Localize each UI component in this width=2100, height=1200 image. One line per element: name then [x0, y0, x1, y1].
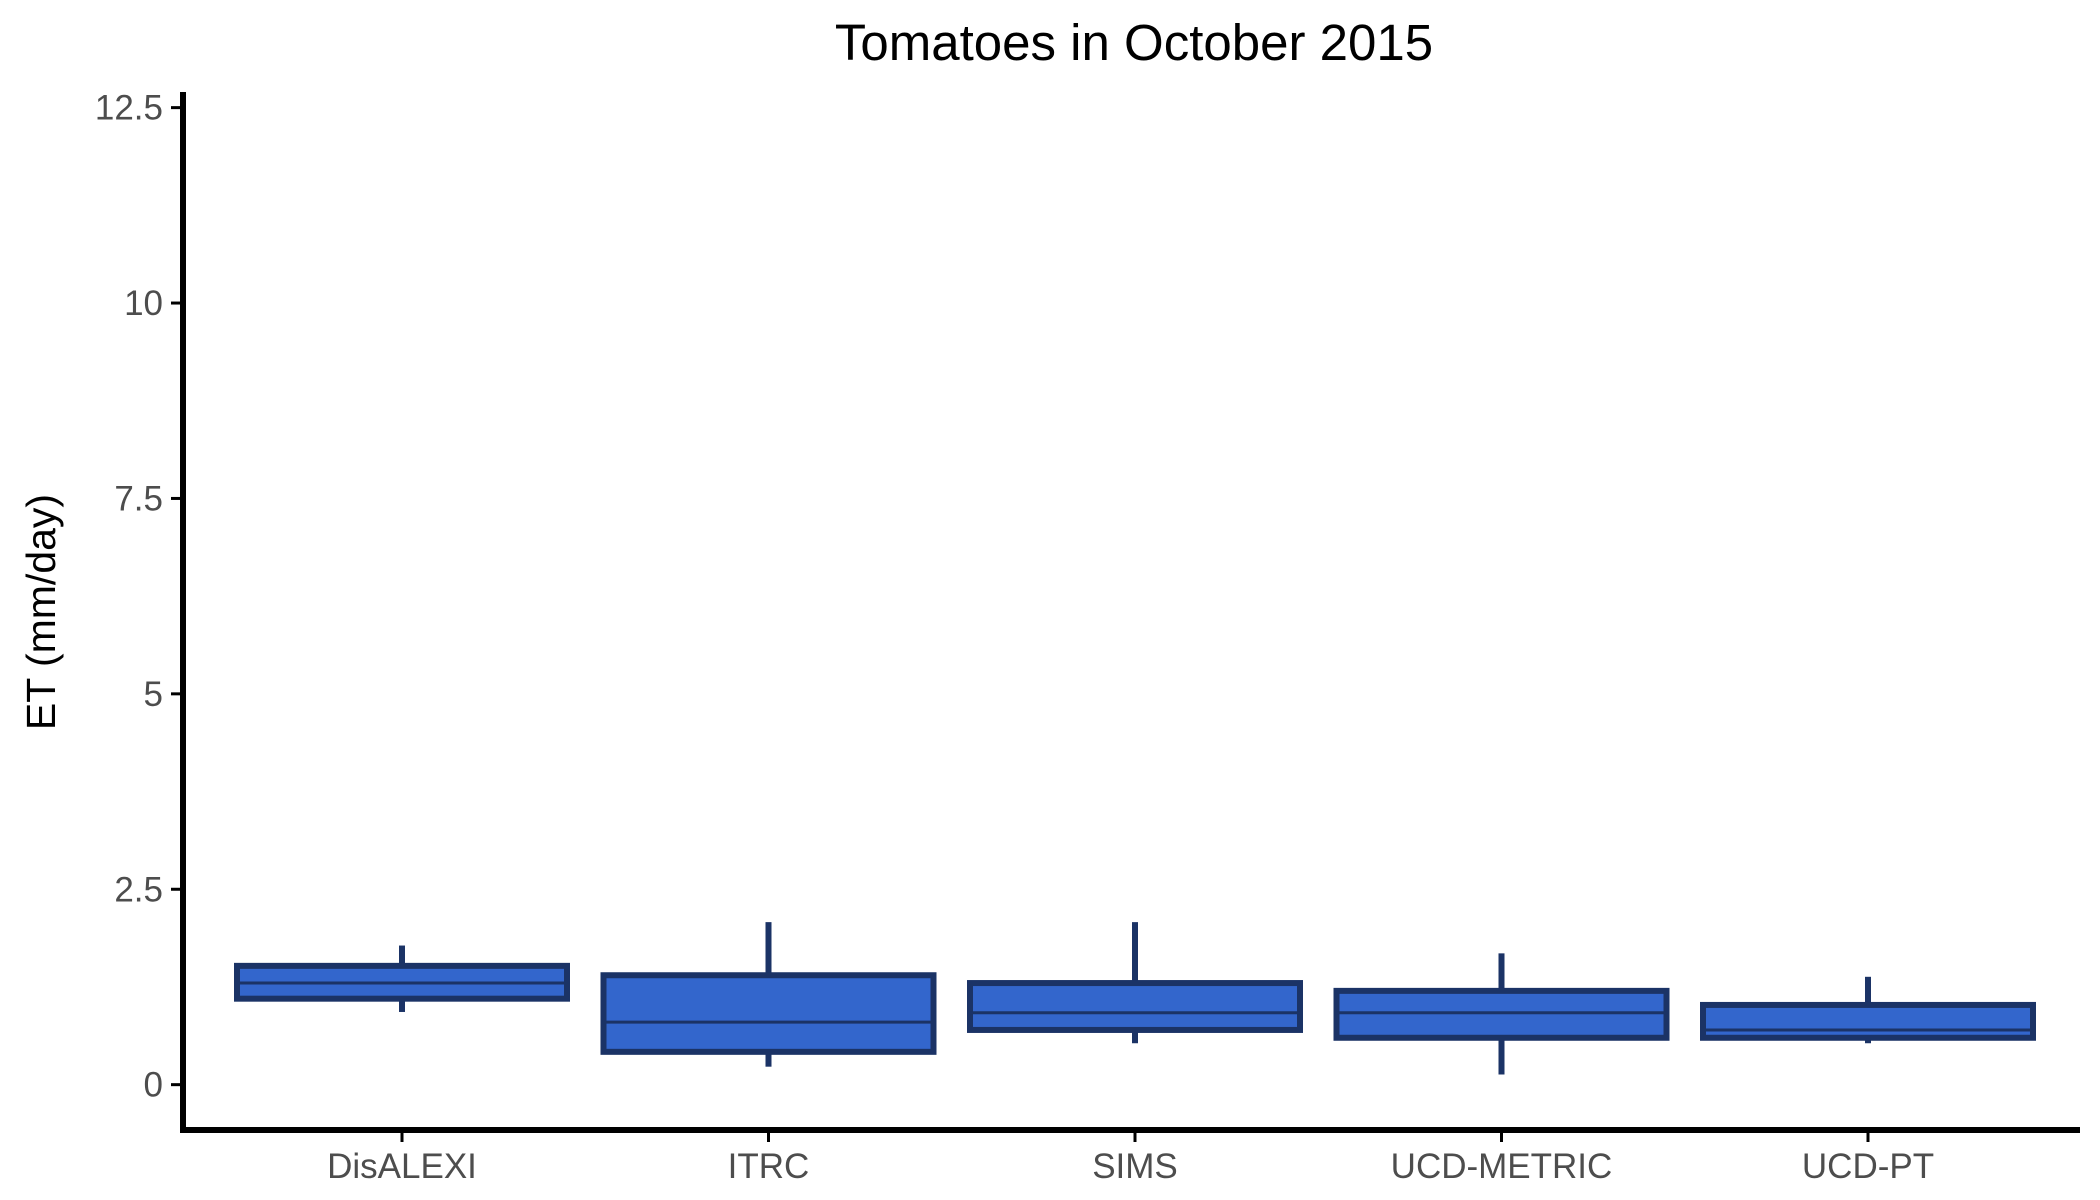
y-tick-label: 7.5 [114, 479, 163, 518]
box-itrc [600, 922, 937, 1067]
y-tick-label: 2.5 [114, 870, 163, 909]
y-tick-label: 0 [144, 1066, 163, 1105]
y-tick-label: 12.5 [95, 89, 163, 128]
x-tick-label: ITRC [728, 1147, 810, 1186]
box-disalexi [234, 945, 570, 1012]
box-ucd-metric [1333, 953, 1670, 1075]
x-tick-label: UCD-METRIC [1391, 1147, 1613, 1186]
y-axis-label: ET (mm/day) [18, 494, 64, 730]
box-body [600, 972, 937, 1055]
box-body [1700, 1001, 2036, 1041]
x-tick-label: DisALEXI [327, 1147, 477, 1186]
box-sims [967, 922, 1303, 1044]
y-tick-label: 10 [124, 284, 163, 323]
box-body [1333, 987, 1670, 1041]
chart-title: Tomatoes in October 2015 [835, 14, 1433, 71]
plot-area: 0 2.5 5 7.5 10 12.5 DisALEXI ITRC SIMS UCD-METRIC… [95, 89, 2080, 1186]
x-tick-label: SIMS [1092, 1147, 1178, 1186]
box-ucd-pt [1700, 976, 2036, 1044]
box-body [967, 980, 1303, 1033]
x-tick-label: UCD-PT [1802, 1147, 1934, 1186]
y-tick-label: 5 [144, 675, 163, 714]
